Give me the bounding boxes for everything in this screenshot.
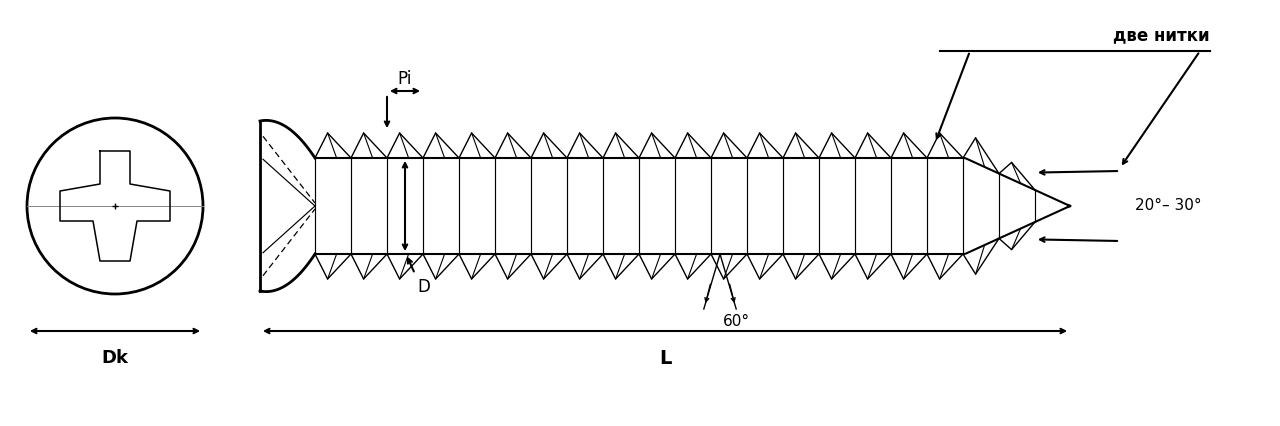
Text: L: L <box>659 349 671 368</box>
Text: D: D <box>417 278 430 296</box>
Text: 20°– 30°: 20°– 30° <box>1135 199 1202 213</box>
Text: Dk: Dk <box>101 349 128 367</box>
Text: Pi: Pi <box>398 70 412 88</box>
Text: 60°: 60° <box>723 314 750 329</box>
Text: две нитки: две нитки <box>1114 26 1210 44</box>
